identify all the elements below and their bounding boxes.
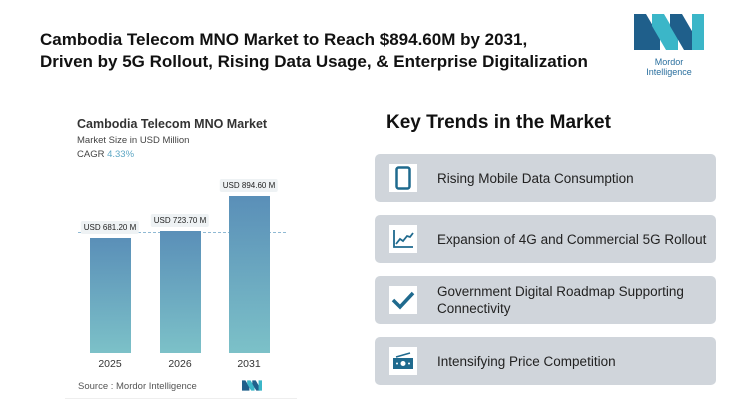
trend-label: Government Digital Roadmap Supporting Co…: [437, 284, 684, 316]
bar-2031: [229, 196, 270, 353]
money-icon: [389, 347, 417, 375]
trend-item: Government Digital Roadmap Supporting Co…: [375, 276, 716, 324]
trend-label: Rising Mobile Data Consumption: [437, 170, 634, 186]
market-chart: Cambodia Telecom MNO Market Market Size …: [65, 105, 297, 399]
mordor-logo: Mordor Intelligence: [632, 14, 706, 77]
smartphone-icon: [389, 164, 417, 192]
data-label: USD 894.60 M: [219, 179, 279, 192]
data-label: USD 681.20 M: [80, 221, 140, 235]
x-tick-label: 2031: [237, 358, 261, 370]
checkmark-icon: [389, 286, 417, 314]
bar-2025: [90, 238, 131, 353]
source-logo-icon: [242, 380, 262, 391]
x-tick-label: 2025: [98, 358, 122, 370]
trend-item: Rising Mobile Data Consumption: [375, 154, 716, 202]
trend-item: Intensifying Price Competition: [375, 337, 716, 385]
trend-item: Expansion of 4G and Commercial 5G Rollou…: [375, 215, 716, 263]
trends-title: Key Trends in the Market: [386, 112, 611, 133]
data-label: USD 723.70 M: [150, 214, 210, 228]
trend-label: Expansion of 4G and Commercial 5G Rollou…: [437, 231, 707, 247]
line-chart-icon: [389, 225, 417, 253]
trend-label: Intensifying Price Competition: [437, 353, 616, 369]
cagr: CAGR 4.33%: [77, 149, 135, 160]
page-title: Cambodia Telecom MNO Market to Reach $89…: [40, 30, 588, 71]
logo-mark-icon: [634, 14, 704, 50]
bar-2026: [160, 231, 201, 353]
x-tick-label: 2026: [168, 358, 192, 370]
